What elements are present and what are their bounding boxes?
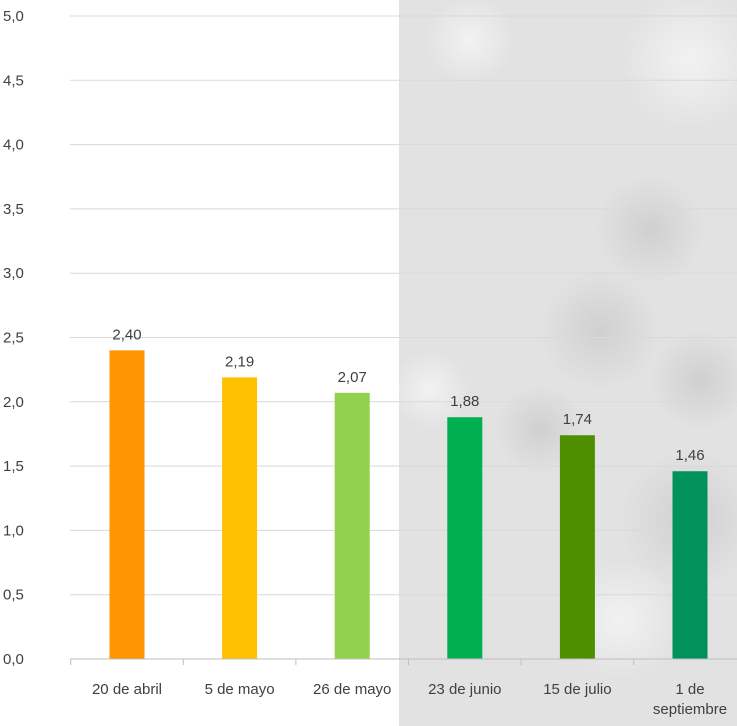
x-category-label-line: septiembre xyxy=(653,701,727,718)
x-category-label: 5 de mayo xyxy=(205,681,275,698)
x-category-label-line: 20 de abril xyxy=(92,681,162,698)
y-tick-label: 1,5 xyxy=(3,458,24,475)
bar xyxy=(334,392,370,659)
y-tick-label: 4,5 xyxy=(3,72,24,89)
bar-value-label: 2,40 xyxy=(112,326,141,343)
x-category-label-line: 1 de xyxy=(675,681,704,698)
bar-value-label: 1,74 xyxy=(563,411,592,428)
x-axis xyxy=(70,658,737,665)
y-tick-label: 0,5 xyxy=(3,587,24,604)
x-category-label-line: 5 de mayo xyxy=(205,681,275,698)
bar-value-labels: 2,40 2,19 2,07 1,88 1,74 1,46 xyxy=(112,326,704,464)
y-tick-label: 3,0 xyxy=(3,265,24,282)
y-tick-label: 2,5 xyxy=(3,330,24,347)
x-category-label: 15 de julio xyxy=(543,681,611,698)
bar-value-label: 1,46 xyxy=(675,447,704,464)
bar-value-label: 2,07 xyxy=(338,369,367,386)
bars xyxy=(109,350,708,659)
gridlines xyxy=(70,15,737,596)
bar-value-label: 1,88 xyxy=(450,393,479,410)
bar xyxy=(222,377,258,659)
y-tick-label: 0,0 xyxy=(3,651,24,668)
x-axis-category-labels: 20 de abril 5 de mayo 26 de mayo 23 de juni… xyxy=(92,681,727,718)
x-category-label-line: 26 de mayo xyxy=(313,681,391,698)
x-category-label: 20 de abril xyxy=(92,681,162,698)
bar xyxy=(672,471,708,659)
x-category-label-line: 23 de junio xyxy=(428,681,501,698)
y-tick-label: 1,0 xyxy=(3,522,24,539)
y-tick-label: 2,0 xyxy=(3,394,24,411)
x-category-label: 26 de mayo xyxy=(313,681,391,698)
x-category-label: 23 de junio xyxy=(428,681,501,698)
y-axis-tick-labels: 0,0 0,5 1,0 1,5 2,0 2,5 3,0 3,5 4,0 4,5 5,0 xyxy=(3,8,24,668)
y-tick-label: 4,0 xyxy=(3,137,24,154)
bar xyxy=(447,417,483,659)
bar xyxy=(559,435,595,659)
y-tick-label: 5,0 xyxy=(3,8,24,25)
x-category-label: 1 de septiembre xyxy=(653,681,727,718)
x-category-label-line: 15 de julio xyxy=(543,681,611,698)
bar-value-label: 2,19 xyxy=(225,353,254,370)
bar xyxy=(109,350,145,659)
y-tick-label: 3,5 xyxy=(3,201,24,218)
